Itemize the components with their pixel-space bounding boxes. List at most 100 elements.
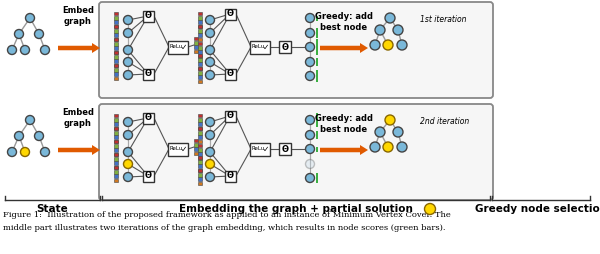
Circle shape bbox=[205, 45, 215, 55]
Text: Embed
graph: Embed graph bbox=[62, 108, 94, 128]
Circle shape bbox=[397, 142, 407, 152]
Circle shape bbox=[124, 131, 133, 139]
Circle shape bbox=[425, 203, 436, 214]
Bar bbox=[114, 174, 118, 178]
Bar bbox=[114, 29, 118, 33]
Bar bbox=[198, 156, 202, 159]
Circle shape bbox=[20, 148, 29, 156]
Bar bbox=[114, 77, 118, 80]
Circle shape bbox=[124, 28, 133, 38]
Bar bbox=[198, 152, 202, 156]
Bar bbox=[114, 64, 118, 67]
Bar bbox=[114, 20, 118, 24]
Bar bbox=[198, 148, 202, 152]
Text: Θ: Θ bbox=[145, 114, 151, 122]
Circle shape bbox=[305, 28, 314, 38]
Text: Θ: Θ bbox=[227, 9, 233, 19]
Circle shape bbox=[370, 142, 380, 152]
Circle shape bbox=[383, 40, 393, 50]
Text: middle part illustrates two iterations of the graph embedding, which results in : middle part illustrates two iterations o… bbox=[3, 224, 445, 232]
Circle shape bbox=[205, 131, 215, 139]
Text: State: State bbox=[36, 204, 68, 214]
Circle shape bbox=[205, 148, 215, 156]
Circle shape bbox=[385, 115, 395, 125]
Bar bbox=[198, 127, 202, 130]
Bar bbox=[198, 25, 202, 28]
Circle shape bbox=[124, 160, 133, 168]
Bar bbox=[198, 177, 202, 181]
Bar bbox=[198, 67, 202, 70]
Bar bbox=[198, 173, 202, 177]
Text: ReLu: ReLu bbox=[169, 44, 182, 50]
Bar bbox=[316, 15, 318, 21]
Bar bbox=[316, 70, 318, 82]
FancyBboxPatch shape bbox=[250, 40, 270, 54]
Circle shape bbox=[397, 40, 407, 50]
FancyBboxPatch shape bbox=[279, 143, 291, 155]
Bar bbox=[198, 135, 202, 139]
Text: ReLu: ReLu bbox=[251, 44, 265, 50]
Bar bbox=[114, 166, 118, 169]
Bar bbox=[114, 140, 118, 143]
Bar bbox=[114, 161, 118, 165]
Bar bbox=[198, 157, 202, 160]
Polygon shape bbox=[320, 145, 368, 155]
Bar bbox=[114, 64, 118, 67]
FancyBboxPatch shape bbox=[224, 170, 235, 182]
Bar bbox=[114, 25, 118, 28]
Circle shape bbox=[370, 40, 380, 50]
Bar bbox=[114, 144, 118, 148]
Bar bbox=[198, 127, 202, 130]
Circle shape bbox=[205, 28, 215, 38]
Bar bbox=[114, 68, 118, 72]
Bar bbox=[198, 55, 202, 58]
FancyBboxPatch shape bbox=[168, 40, 188, 54]
Bar bbox=[198, 122, 202, 126]
Bar bbox=[114, 153, 118, 156]
Bar bbox=[198, 50, 202, 54]
Circle shape bbox=[305, 160, 314, 168]
Circle shape bbox=[124, 45, 133, 55]
Polygon shape bbox=[320, 43, 368, 53]
Circle shape bbox=[305, 71, 314, 81]
Bar bbox=[194, 152, 198, 155]
Bar bbox=[198, 118, 202, 122]
Circle shape bbox=[205, 172, 215, 182]
Circle shape bbox=[124, 57, 133, 67]
Bar bbox=[114, 46, 118, 50]
Text: Embedding the graph + partial solution: Embedding the graph + partial solution bbox=[179, 204, 413, 214]
Bar bbox=[194, 143, 198, 147]
Circle shape bbox=[393, 127, 403, 137]
Bar bbox=[198, 25, 202, 28]
Text: ✓: ✓ bbox=[263, 145, 269, 153]
Text: ✓: ✓ bbox=[263, 42, 269, 52]
Circle shape bbox=[205, 15, 215, 24]
Bar bbox=[114, 118, 118, 122]
Bar bbox=[114, 140, 118, 143]
Bar bbox=[198, 80, 202, 83]
FancyBboxPatch shape bbox=[224, 110, 235, 121]
Bar bbox=[114, 127, 118, 130]
Bar bbox=[114, 114, 118, 117]
Text: Θ: Θ bbox=[227, 70, 233, 78]
Bar bbox=[198, 182, 202, 185]
Circle shape bbox=[205, 71, 215, 80]
Bar bbox=[114, 42, 118, 46]
FancyBboxPatch shape bbox=[224, 8, 235, 20]
Circle shape bbox=[124, 172, 133, 182]
Text: Θ: Θ bbox=[145, 11, 151, 21]
Polygon shape bbox=[58, 145, 100, 155]
Bar bbox=[194, 37, 198, 40]
Text: 1st iteration: 1st iteration bbox=[420, 15, 467, 24]
Text: Θ: Θ bbox=[281, 42, 289, 52]
Bar bbox=[198, 160, 202, 164]
Circle shape bbox=[124, 71, 133, 80]
Text: Θ: Θ bbox=[145, 171, 151, 181]
Bar bbox=[114, 135, 118, 139]
Bar bbox=[114, 157, 118, 161]
Bar bbox=[198, 42, 202, 45]
Text: Greedy: add
best node: Greedy: add best node bbox=[315, 114, 373, 134]
Text: Figure 1:  Illustration of the proposed framework as applied to an instance of M: Figure 1: Illustration of the proposed f… bbox=[3, 211, 451, 219]
Bar bbox=[316, 39, 318, 55]
Text: 2nd iteration: 2nd iteration bbox=[420, 118, 469, 126]
